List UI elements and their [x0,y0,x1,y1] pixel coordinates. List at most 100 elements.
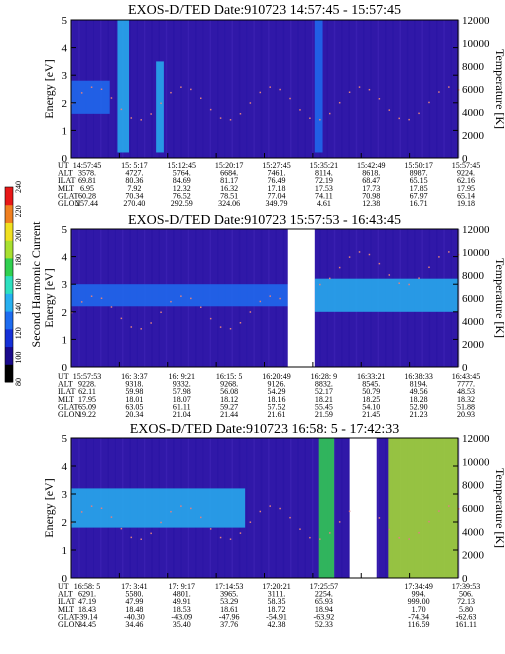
ephemeris-value: 61.11 [173,402,191,411]
ephemeris-value: 18.48 [125,605,143,614]
ephemeris-value: 8114. [315,169,333,178]
texture-stripe [355,20,358,158]
temperature-point [338,266,341,269]
ephemeris-value: 57.98 [173,387,191,396]
temperature-point [279,88,281,91]
spectrogram-background [71,20,458,158]
ephemeris-value: 77.04 [268,191,286,200]
temperature-point [388,274,391,276]
texture-stripe [195,20,197,158]
ephemeris-value: 16:20:49 [262,372,290,381]
temperature-point [219,326,222,328]
intensity-band [117,20,130,153]
ephemeris-value: 21.44 [220,410,238,419]
ephemeris-value: 4727. [125,169,143,178]
ephemeris-row-label: GLAT [58,402,79,411]
ephemeris-value: 53.29 [220,597,238,606]
texture-stripe [290,438,292,578]
ephemeris-value: 72.13 [457,597,475,606]
ephemeris-value: 21.59 [315,410,333,419]
panel-title: EXOS-D/TED Date:910723 16:58: 5 - 17:42:… [130,422,399,437]
temperature-point [140,538,142,541]
ephemeris-row-label: ALT [58,590,73,599]
temperature-point [150,113,152,115]
texture-stripe [136,20,139,158]
ephemeris-value: 60.28 [78,191,96,200]
temperature-point [348,256,351,258]
y-tick-label: 1 [62,334,68,346]
temperature-point [388,528,391,531]
ephemeris-value: 17:34:49 [404,582,432,591]
intensity-band [314,20,323,153]
ephemeris-value: 62.11 [78,387,96,396]
ephemeris-value: 65.09 [78,402,96,411]
temperature-point [160,311,162,314]
ephemeris-value: -63.92 [314,612,335,621]
ephemeris-value: 18.61 [220,605,238,614]
colorbar-tick-label: 200 [14,230,23,242]
temperature-point [100,297,103,300]
texture-stripe [341,438,343,578]
ephemeris-value: 324.06 [218,199,240,208]
texture-stripe [195,20,197,158]
ephemeris-value: 18.94 [315,605,333,614]
texture-stripe [260,20,263,158]
colorbar-tick-label: 240 [14,181,23,193]
temperature-point [289,97,291,100]
temperature-point [90,86,93,88]
ephemeris-value: 48.53 [457,387,475,396]
temperature-point [71,311,73,314]
ephemeris-value: 17.85 [410,184,428,193]
panel-2: EXOS-D/TED Date:910723 15:57:53 - 16:43:… [42,213,505,419]
ephemeris-value: 16:28: 9 [311,372,337,381]
texture-stripe [253,438,255,578]
texture-stripe [114,20,117,158]
texture-stripe [377,438,380,578]
ephemeris-value: 57.52 [268,402,286,411]
temperature-point [319,283,321,286]
colorbar-segment [5,204,13,223]
y-tick-label: 2 [62,98,68,110]
ephemeris-value: 21.04 [173,410,191,419]
ephemeris-row-label: GLON [58,410,80,419]
texture-stripe [224,20,226,158]
ephemeris-value: 6.95 [80,184,94,193]
ephemeris-value: -74.34 [408,612,429,621]
ephemeris-value: 15:27:45 [262,161,290,170]
ephemeris-value: 17.73 [362,184,380,193]
texture-stripe [268,438,270,578]
temperature-point [239,113,242,115]
ephemeris-value: 34.45 [78,620,96,629]
temperature-point [130,117,133,119]
texture-stripe [399,20,401,158]
texture-stripe [311,438,314,578]
temperature-point [170,510,172,513]
ephemeris-value: 16.32 [220,184,238,193]
temperature-point [180,295,182,297]
ephemeris-value: 76.52 [173,191,191,200]
y-tick-label: 5 [62,224,68,236]
ephemeris-value: 63.05 [125,402,143,411]
y2-tick-label: 8000 [462,270,485,282]
ephemeris-row-label: GLAT [58,612,79,621]
texture-stripe [253,20,255,158]
ephemeris-value: 17:39:53 [452,582,480,591]
temperature-point [458,508,460,510]
ephemeris-row-label: ILAT [58,176,75,185]
texture-stripe [231,20,234,158]
temperature-point [71,102,73,105]
ephemeris-value: 16.71 [410,199,428,208]
ephemeris-value: 18.16 [268,395,286,404]
texture-stripe [187,20,190,158]
y2-tick-label: 0 [462,153,468,165]
ephemeris-value: 15:20:17 [215,161,243,170]
ephemeris-value: 7777. [457,380,475,389]
texture-stripe [114,20,117,158]
ephemeris-value: 72.19 [315,176,333,185]
texture-stripe [275,20,277,158]
intensity-band [71,488,246,528]
temperature-point [329,532,331,534]
texture-stripe [246,438,248,578]
